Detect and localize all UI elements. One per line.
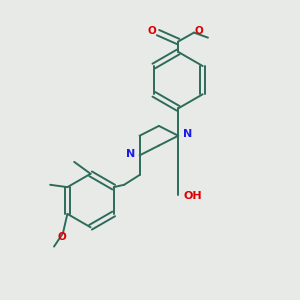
- Text: O: O: [57, 232, 66, 242]
- Text: N: N: [182, 129, 192, 139]
- Text: N: N: [126, 148, 135, 159]
- Text: O: O: [147, 26, 156, 36]
- Text: OH: OH: [184, 191, 203, 201]
- Text: O: O: [195, 26, 204, 36]
